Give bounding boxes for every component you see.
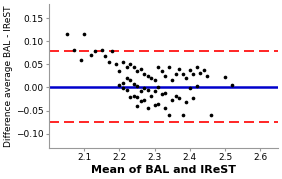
Point — [142, 87, 146, 90]
Point — [230, 84, 234, 86]
Point — [128, 79, 132, 82]
Point — [170, 79, 175, 82]
Y-axis label: Difference average BAL - IReST: Difference average BAL - IReST — [4, 5, 13, 147]
Point — [159, 93, 164, 96]
Point — [177, 96, 182, 99]
Point — [138, 90, 143, 93]
Point — [124, 88, 129, 91]
Point — [138, 100, 143, 103]
Point — [156, 102, 160, 105]
Point — [153, 103, 157, 106]
Point — [89, 54, 94, 56]
Point — [188, 68, 192, 71]
Point — [173, 94, 178, 97]
Point — [223, 76, 227, 79]
Point — [146, 88, 150, 91]
Point — [142, 99, 146, 102]
Point — [180, 72, 185, 75]
Point — [191, 72, 196, 75]
Point — [82, 33, 87, 36]
Point — [121, 61, 125, 63]
Point — [177, 67, 182, 70]
Point — [166, 65, 171, 68]
Point — [92, 50, 97, 53]
Point — [191, 96, 196, 99]
Point — [78, 58, 83, 61]
Point — [107, 61, 111, 63]
Point — [142, 72, 146, 75]
Point — [103, 55, 108, 57]
Point — [100, 49, 104, 52]
Point — [121, 87, 125, 90]
Point — [72, 49, 76, 52]
Point — [166, 114, 171, 117]
Point — [163, 91, 168, 94]
Point — [209, 114, 213, 117]
Point — [159, 70, 164, 73]
Point — [156, 65, 160, 68]
Point — [195, 85, 199, 88]
Point — [205, 74, 210, 77]
Point — [195, 65, 199, 68]
Point — [65, 33, 69, 36]
Point — [156, 86, 160, 89]
Point — [149, 77, 153, 80]
Point — [128, 95, 132, 98]
Point — [138, 67, 143, 70]
Point — [124, 77, 129, 80]
Point — [180, 114, 185, 117]
Point — [131, 94, 136, 97]
Point — [198, 71, 203, 74]
Point — [110, 50, 115, 53]
Point — [149, 94, 153, 97]
Point — [117, 70, 122, 73]
Point — [163, 74, 168, 77]
Point — [153, 79, 157, 82]
Point — [135, 105, 139, 107]
Point — [170, 99, 175, 102]
Point — [114, 63, 118, 66]
Point — [135, 85, 139, 88]
Point — [146, 107, 150, 110]
Point — [202, 68, 206, 71]
X-axis label: Mean of BAL and IReST: Mean of BAL and IReST — [91, 165, 236, 175]
Point — [131, 65, 136, 68]
Point — [131, 82, 136, 85]
Point — [128, 63, 132, 66]
Point — [121, 81, 125, 84]
Point — [188, 87, 192, 90]
Point — [163, 107, 168, 110]
Point — [117, 84, 122, 86]
Point — [146, 74, 150, 77]
Point — [184, 77, 189, 80]
Point — [184, 101, 189, 104]
Point — [135, 70, 139, 73]
Point — [153, 90, 157, 93]
Point — [135, 95, 139, 98]
Point — [173, 72, 178, 75]
Point — [124, 65, 129, 68]
